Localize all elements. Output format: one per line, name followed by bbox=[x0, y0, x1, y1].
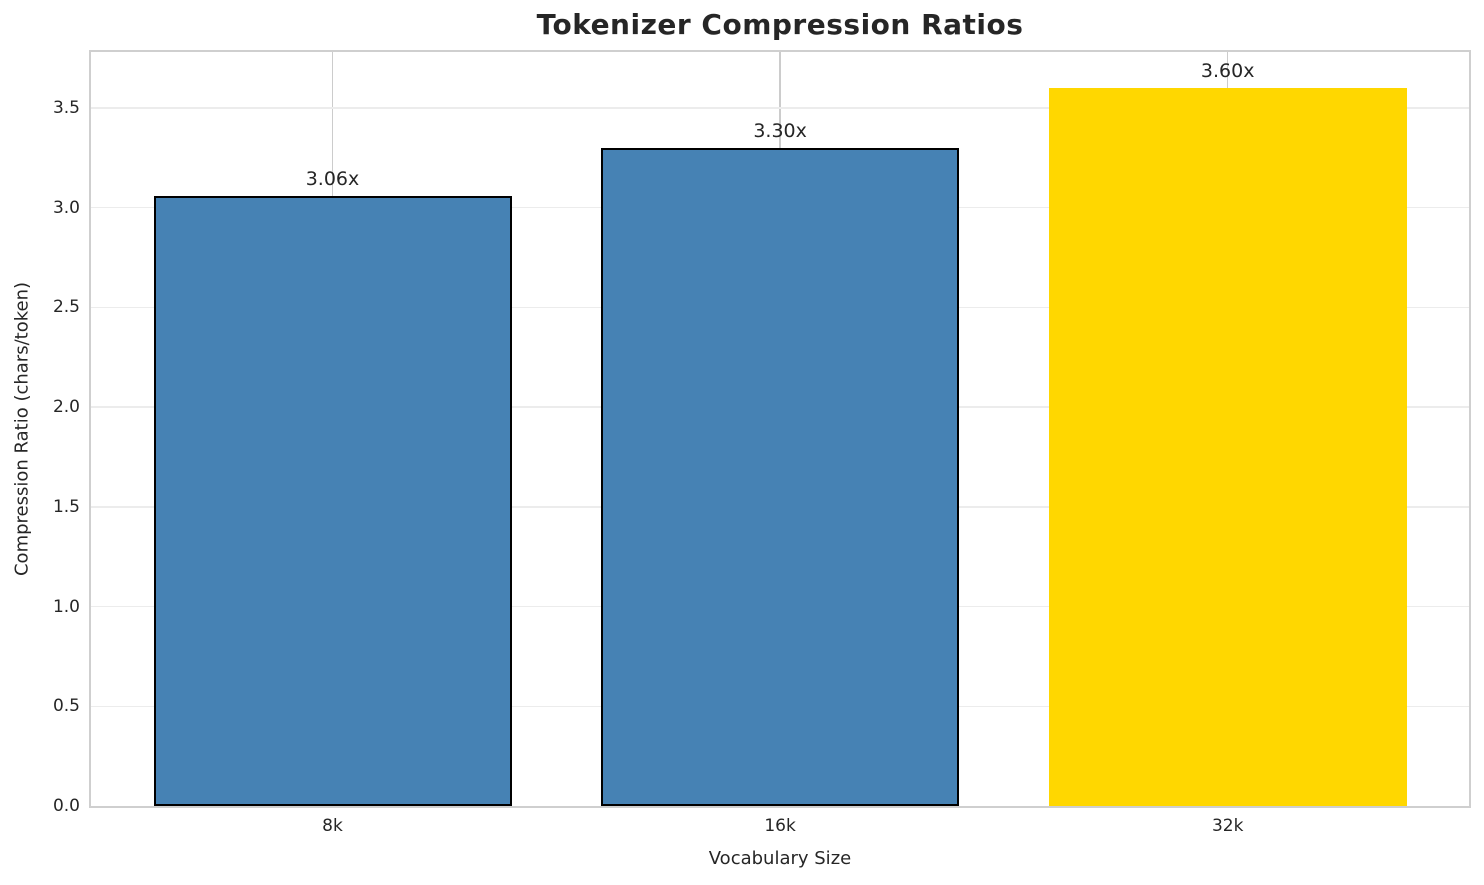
x-axis-label: Vocabulary Size bbox=[708, 848, 852, 869]
x-tick-label-32k: 32k bbox=[1211, 816, 1244, 836]
x-tick-label-16k: 16k bbox=[764, 816, 796, 836]
y-tick-label-3.5: 3.5 bbox=[52, 97, 80, 118]
y-tick-label-0.5: 0.5 bbox=[52, 696, 80, 717]
x-tick-label-8k: 8k bbox=[322, 816, 343, 836]
y-tick-label-0.0: 0.0 bbox=[52, 796, 80, 816]
y-tick-label-3.0: 3.0 bbox=[52, 197, 80, 218]
y-tick-label-1.0: 1.0 bbox=[52, 596, 80, 617]
y-tick-label-1.5: 1.5 bbox=[52, 496, 80, 517]
y-axis-label: Compression Ratio (chars/token) bbox=[11, 281, 33, 577]
bar-16k bbox=[601, 147, 960, 806]
bar-32k bbox=[1048, 87, 1407, 806]
bar-value-label-32k: 3.60x bbox=[1200, 60, 1255, 83]
bar-8k bbox=[153, 195, 512, 806]
bar-value-label-8k: 3.06x bbox=[305, 167, 360, 190]
y-tick-label-2.0: 2.0 bbox=[52, 397, 80, 418]
chart-title: Tokenizer Compression Ratios bbox=[536, 8, 1024, 41]
y-tick-label-2.5: 2.5 bbox=[52, 297, 80, 318]
bar-value-label-16k: 3.30x bbox=[753, 119, 807, 142]
plot-area: 3.06x 3.30x 3.60x bbox=[89, 50, 1471, 808]
gridline-horizontal-3.5 bbox=[91, 107, 1469, 109]
